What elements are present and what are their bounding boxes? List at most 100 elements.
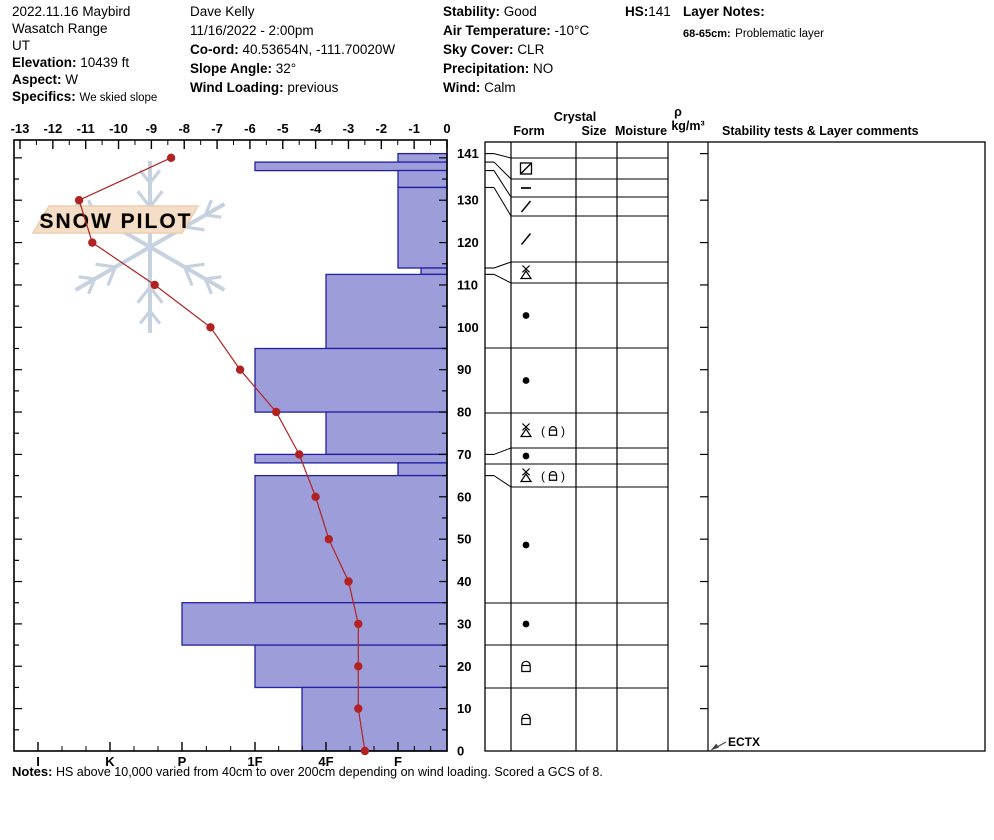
- notes-text: HS above 10,000 varied from 40cm to over…: [55, 765, 603, 779]
- svg-text:): ): [561, 424, 565, 438]
- aspect-label: Aspect:: [12, 72, 62, 87]
- hs-label: HS:: [625, 4, 649, 19]
- sky-cover-label: Sky Cover:: [443, 42, 514, 57]
- coord-row: Co-ord: 40.53654N, -111.70020W: [190, 42, 395, 57]
- layer-note: 68-65cm: Problematic layer: [683, 24, 824, 42]
- grain-form-dot: [522, 377, 530, 384]
- svg-text:70: 70: [457, 447, 471, 462]
- temp-point: [295, 450, 304, 459]
- slope-angle-label: Slope Angle:: [190, 61, 273, 76]
- wind-loading-label: Wind Loading:: [190, 80, 284, 95]
- svg-text:-9: -9: [146, 121, 158, 136]
- svg-text:-5: -5: [277, 121, 289, 136]
- svg-text:-10: -10: [109, 121, 128, 136]
- precipitation-label: Precipitation:: [443, 61, 530, 76]
- svg-text:-7: -7: [211, 121, 223, 136]
- wind-loading-row: Wind Loading: previous: [190, 80, 338, 95]
- svg-text:P: P: [178, 754, 187, 769]
- layer-bar: [254, 161, 448, 172]
- notes-label: Notes:: [12, 764, 53, 779]
- temp-point: [206, 323, 215, 332]
- layer-bar: [397, 186, 448, 269]
- stability-tests-header: Stability tests & Layer comments: [722, 124, 919, 138]
- size-header: Size: [581, 124, 607, 138]
- specifics-value: We skied slope: [79, 92, 158, 104]
- svg-text:60: 60: [457, 489, 471, 504]
- layer-bar: [420, 267, 448, 276]
- form-header: Form: [513, 124, 545, 138]
- svg-text:90: 90: [457, 362, 471, 377]
- ect-arrow: [710, 741, 727, 751]
- coord-label: Co-ord:: [190, 42, 239, 57]
- svg-text:141: 141: [457, 146, 479, 161]
- air-temp-value: -10°C: [554, 23, 590, 38]
- temp-point: [88, 238, 97, 247]
- air-temp-label: Air Temperature:: [443, 23, 551, 38]
- temp-point: [354, 704, 363, 713]
- grain-form-secondary-depth-hoar: [548, 425, 558, 436]
- hardness-bars: [181, 152, 448, 752]
- svg-text:-13: -13: [11, 121, 30, 136]
- temp-point: [150, 280, 159, 290]
- svg-text:K: K: [105, 754, 115, 769]
- pit-range: Wasatch Range: [12, 21, 108, 36]
- watermark: SNOW PILOT: [31, 161, 226, 333]
- pit-state: UT: [12, 38, 30, 53]
- grain-form-square-slash: [519, 162, 533, 175]
- specifics-row: Specifics: We skied slope: [12, 89, 157, 104]
- stability-row: Stability: Good: [443, 4, 537, 19]
- svg-text:): ): [561, 469, 565, 483]
- temp-point: [74, 196, 84, 205]
- elevation-row: Elevation: 10439 ft: [12, 55, 129, 70]
- layer-table: () (): [484, 141, 986, 752]
- grain-form-surface-hoar: [519, 265, 533, 280]
- stability-label: Stability:: [443, 4, 501, 19]
- watermark-band: [31, 205, 200, 234]
- temp-point: [272, 407, 281, 417]
- wind-loading-value: previous: [287, 80, 339, 95]
- notes-row: Notes: HS above 10,000 varied from 40cm …: [12, 764, 603, 779]
- grain-form-slash: [520, 233, 532, 245]
- layer-bar: [254, 453, 448, 464]
- sky-cover-row: Sky Cover: CLR: [443, 42, 544, 57]
- grain-form-depth-hoar: [521, 660, 531, 673]
- aspect-row: Aspect: W: [12, 72, 78, 87]
- layer-bar: [397, 462, 448, 477]
- precipitation-row: Precipitation: NO: [443, 61, 553, 76]
- moisture-header: Moisture: [614, 124, 668, 138]
- svg-text:110: 110: [457, 277, 478, 292]
- svg-text:20: 20: [457, 659, 471, 674]
- sky-cover-value: CLR: [517, 42, 545, 57]
- temp-point: [344, 577, 353, 586]
- svg-text:100: 100: [457, 320, 479, 335]
- grain-form-dot: [522, 312, 530, 319]
- svg-text:-8: -8: [178, 121, 190, 136]
- hs-row: HS:141: [625, 4, 671, 19]
- wind-row: Wind: Calm: [443, 80, 516, 95]
- svg-text:40: 40: [457, 574, 471, 589]
- density-symbol-header: ρ: [674, 105, 682, 119]
- specifics-label: Specifics:: [12, 89, 76, 104]
- svg-text:4F: 4F: [318, 754, 333, 769]
- observer-name: Dave Kelly: [190, 4, 255, 19]
- density-units-header: kg/m³: [671, 119, 705, 133]
- grain-form-dot: [522, 541, 530, 549]
- temperature-line: [74, 153, 370, 756]
- svg-text:1F: 1F: [247, 754, 262, 769]
- slope-angle-row: Slope Angle: 32°: [190, 61, 296, 76]
- slope-angle-value: 32°: [275, 61, 297, 76]
- layer-bar: [254, 347, 448, 413]
- svg-text:-4: -4: [310, 121, 322, 136]
- svg-text:-11: -11: [77, 121, 95, 136]
- hs-value: 141: [648, 4, 671, 19]
- watermark-text: SNOW PILOT: [40, 210, 193, 233]
- crystal-header: Crystal: [553, 110, 597, 124]
- svg-text:-12: -12: [43, 121, 62, 136]
- pit-title: 2022.11.16 Maybird: [12, 4, 131, 19]
- grain-form-surface-hoar: [519, 423, 533, 438]
- stability-value: Good: [503, 4, 537, 19]
- layer-bar: [325, 273, 448, 350]
- wind-label: Wind:: [443, 80, 481, 95]
- layer-bar: [397, 169, 448, 189]
